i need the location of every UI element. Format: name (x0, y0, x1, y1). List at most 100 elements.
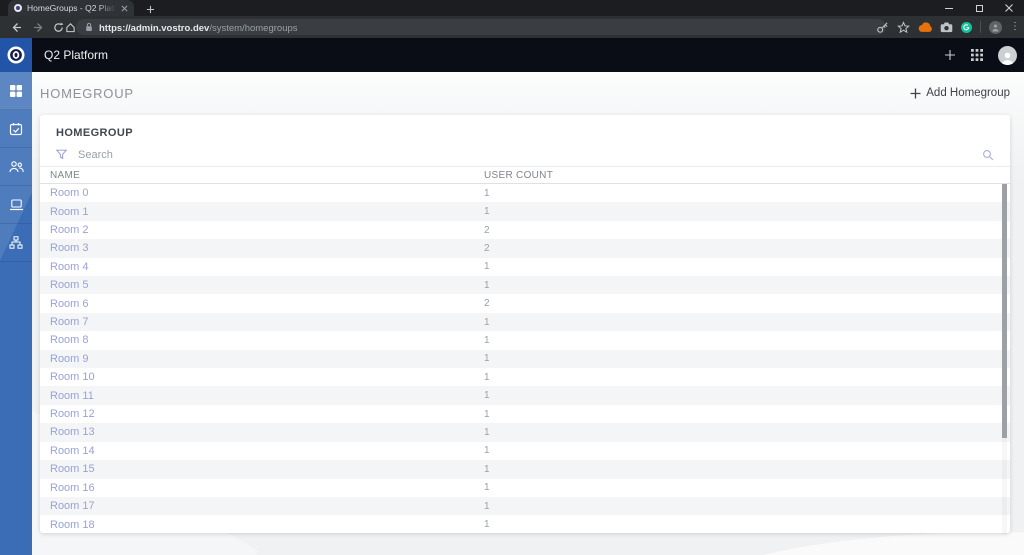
table-scrollbar-track[interactable] (1002, 184, 1007, 534)
room-link[interactable]: Room 0 (50, 187, 89, 200)
star-icon[interactable] (897, 20, 910, 34)
tab-favicon-icon (14, 4, 22, 12)
table-row[interactable]: Room 5 1 (40, 276, 1010, 295)
user-count-value: 1 (484, 353, 490, 365)
new-tab-icon[interactable] (144, 3, 156, 15)
browser-toolbar: https://admin.vostro.dev/system/homegrou… (0, 16, 1024, 38)
user-avatar-icon[interactable] (998, 45, 1017, 65)
table-row[interactable]: Room 2 2 (40, 221, 1010, 239)
search-row (40, 143, 1010, 167)
key-icon[interactable] (876, 21, 889, 34)
q2-logo (0, 38, 32, 72)
column-header-name[interactable]: NAME (50, 169, 81, 181)
plus-icon[interactable] (944, 49, 956, 61)
room-link[interactable]: Room 6 (50, 297, 89, 310)
room-link[interactable]: Room 14 (50, 444, 95, 457)
grammarly-extension-icon[interactable] (961, 21, 972, 33)
room-link[interactable]: Room 15 (50, 463, 95, 476)
browser-tab[interactable]: HomeGroups - Q2 Platform - Vo (8, 0, 134, 16)
user-count-value: 1 (484, 187, 490, 199)
home-icon[interactable] (62, 19, 78, 35)
user-count-value: 1 (484, 445, 490, 457)
user-count-value: 2 (484, 242, 490, 254)
table-row[interactable]: Room 16 1 (40, 479, 1010, 497)
dashboard-icon (10, 84, 22, 97)
room-link[interactable]: Room 18 (50, 518, 95, 531)
room-link[interactable]: Room 12 (50, 408, 95, 421)
card-title: HOMEGROUP (56, 127, 133, 139)
table-row[interactable]: Room 3 2 (40, 239, 1010, 258)
table-scrollbar-thumb[interactable] (1002, 184, 1007, 438)
table-row[interactable]: Room 10 1 (40, 368, 1010, 386)
toolbar-divider (980, 21, 981, 33)
forward-icon[interactable] (30, 19, 46, 35)
camera-extension-icon[interactable] (940, 21, 953, 33)
user-count-value: 1 (484, 408, 490, 420)
room-link[interactable]: Room 16 (50, 481, 95, 494)
room-link[interactable]: Room 2 (50, 224, 89, 237)
room-link[interactable]: Room 11 (50, 389, 94, 402)
room-link[interactable]: Room 3 (50, 242, 89, 255)
url-text: https://admin.vostro.dev/system/homegrou… (99, 23, 298, 34)
close-icon[interactable] (994, 0, 1024, 16)
user-count-value: 1 (484, 500, 490, 512)
table-row[interactable]: Room 11 1 (40, 386, 1010, 405)
room-link[interactable]: Room 9 (50, 352, 89, 365)
user-count-value: 2 (484, 298, 490, 310)
table-row[interactable]: Room 9 1 (40, 349, 1010, 369)
table-row[interactable]: Room 4 1 (40, 258, 1010, 276)
minimize-icon[interactable] (934, 0, 964, 16)
apps-grid-icon[interactable] (971, 49, 983, 61)
sidebar-item-calendar[interactable] (0, 110, 32, 148)
table-row[interactable]: Room 6 2 (40, 294, 1010, 312)
table-row[interactable]: Room 15 1 (40, 460, 1010, 479)
user-count-value: 1 (484, 261, 490, 273)
table-header: NAME USER COUNT (40, 167, 1010, 184)
search-input[interactable] (78, 148, 971, 161)
search-icon[interactable] (982, 149, 994, 161)
table-row[interactable]: Room 12 1 (40, 405, 1010, 423)
devices-icon (9, 198, 23, 210)
sidebar-item-network[interactable] (0, 224, 32, 262)
table-row[interactable]: Room 7 1 (40, 312, 1010, 332)
cloud-extension-icon[interactable] (918, 21, 932, 33)
calendar-icon (9, 122, 23, 135)
column-header-user-count[interactable]: USER COUNT (484, 169, 554, 181)
table-row[interactable]: Room 8 1 (40, 331, 1010, 349)
back-icon[interactable] (8, 19, 24, 35)
filter-icon[interactable] (56, 149, 67, 160)
room-link[interactable]: Room 5 (50, 279, 89, 292)
user-count-value: 1 (484, 390, 490, 402)
lock-icon (86, 22, 92, 31)
room-link[interactable]: Room 4 (50, 260, 89, 273)
table-row[interactable]: Room 17 1 (40, 496, 1010, 516)
room-link[interactable]: Room 7 (50, 316, 89, 329)
user-count-value: 1 (484, 279, 490, 291)
table-row[interactable]: Room 1 1 (40, 202, 1010, 221)
room-link[interactable]: Room 1 (50, 205, 89, 218)
room-link[interactable]: Room 17 (50, 500, 95, 513)
maximize-icon[interactable] (964, 0, 994, 16)
table-row[interactable]: Room 0 1 (40, 184, 1010, 202)
profile-avatar-icon[interactable] (989, 20, 1002, 34)
page-title: HOMEGROUP (40, 85, 134, 101)
table-row[interactable]: Room 14 1 (40, 442, 1010, 460)
tab-close-icon[interactable] (121, 5, 128, 12)
user-count-value: 1 (484, 316, 490, 328)
homegroup-card: HOMEGROUP NAME USER COUNT Room 0 1 (40, 115, 1010, 533)
room-link[interactable]: Room 13 (50, 426, 95, 439)
tab-title: HomeGroups - Q2 Platform - Vo (27, 3, 116, 13)
reload-icon[interactable] (50, 19, 66, 35)
user-count-value: 1 (484, 371, 490, 383)
url-bar[interactable]: https://admin.vostro.dev/system/homegrou… (76, 19, 886, 35)
sidebar-item-users[interactable] (0, 148, 32, 186)
sidebar-item-dashboard[interactable] (0, 72, 32, 110)
add-homegroup-button[interactable]: Add Homegroup (910, 87, 1010, 99)
browser-menu-icon[interactable]: ⋮ (1010, 21, 1020, 32)
sidebar (0, 72, 32, 555)
table-row[interactable]: Room 13 1 (40, 423, 1010, 442)
sidebar-item-devices[interactable] (0, 186, 32, 224)
room-link[interactable]: Room 10 (50, 371, 95, 384)
table-row[interactable]: Room 18 1 (40, 515, 1010, 533)
room-link[interactable]: Room 8 (50, 334, 89, 347)
